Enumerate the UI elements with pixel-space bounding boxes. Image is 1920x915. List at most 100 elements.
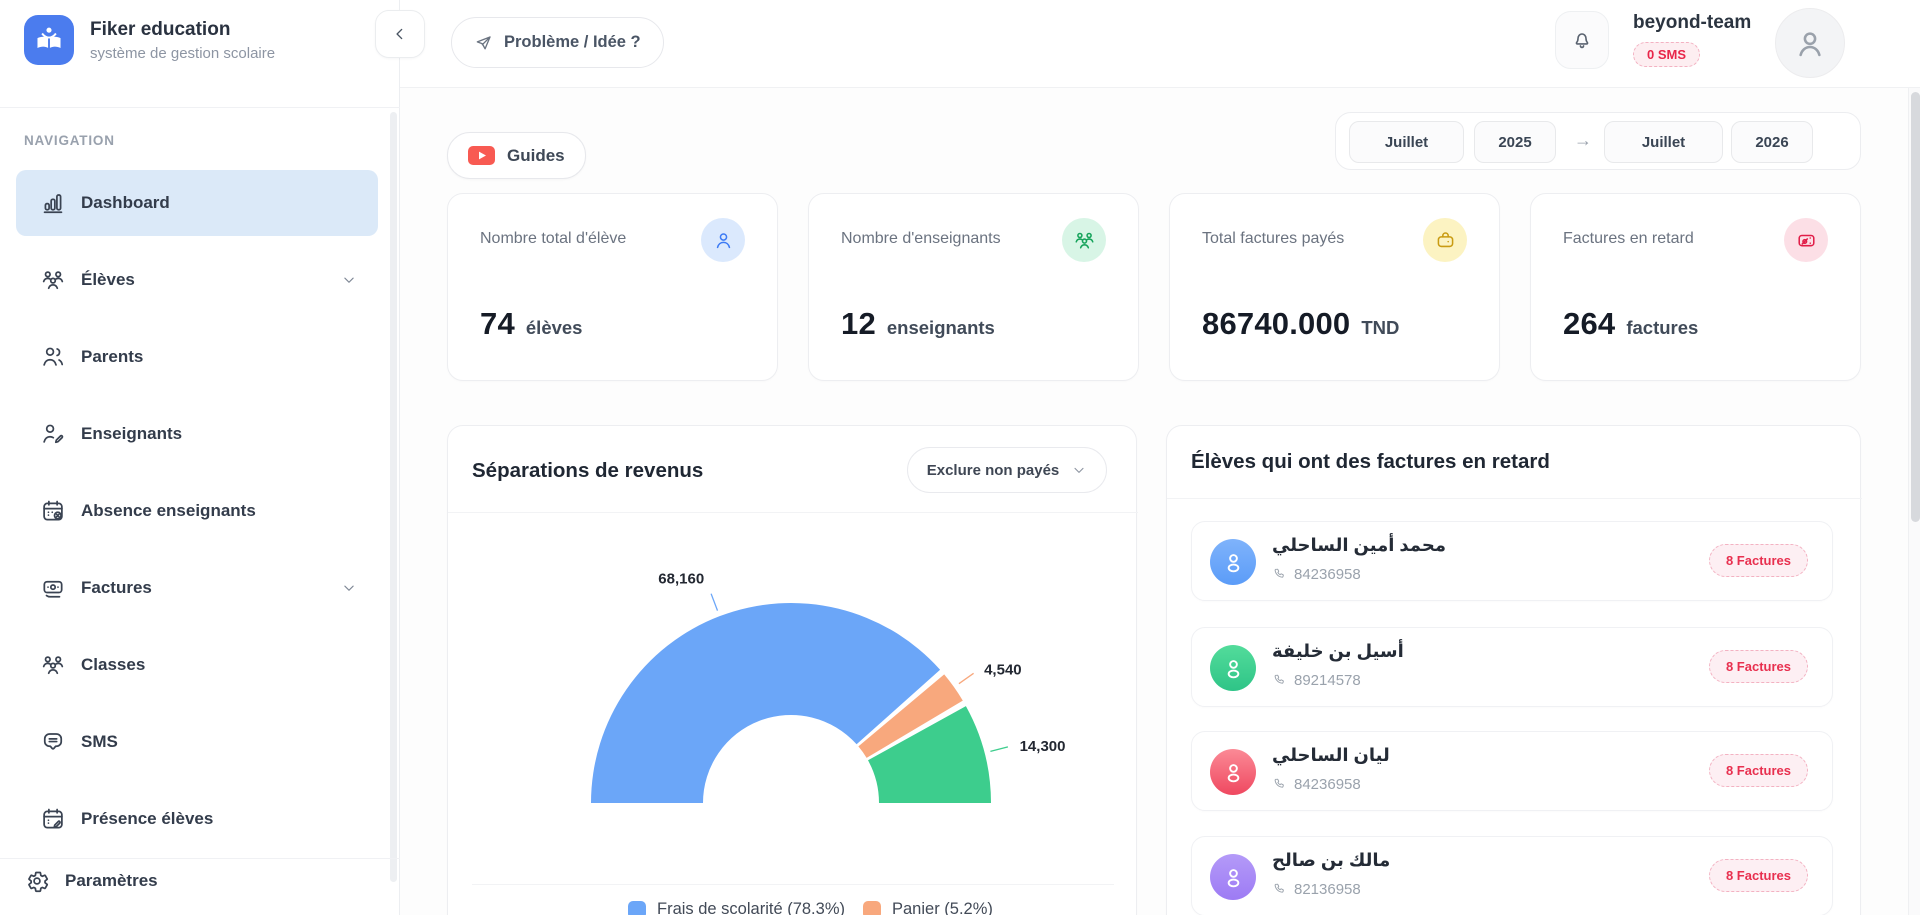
topbar: Problème / Idée ? beyond-team 0 SMS — [400, 0, 1920, 88]
student-avatar — [1210, 854, 1256, 900]
sidebar-collapse-button[interactable] — [375, 10, 425, 58]
student-row[interactable]: مالك بن صالح 82136958 8 Factures — [1191, 836, 1833, 915]
group-icon — [1062, 218, 1106, 262]
donut-slice[interactable] — [591, 603, 941, 803]
student-avatar — [1210, 749, 1256, 795]
team-name: beyond-team — [1633, 12, 1752, 33]
donut-slice[interactable] — [858, 674, 963, 758]
guides-button[interactable]: Guides — [447, 132, 586, 179]
feedback-button[interactable]: Problème / Idée ? — [451, 17, 664, 68]
legend-swatch — [863, 900, 881, 915]
window-scrollbar — [1908, 88, 1920, 915]
sidebar-item-dashboard[interactable]: Dashboard — [16, 170, 378, 236]
legend-item[interactable]: Panier (5.2%) — [863, 900, 993, 915]
from-month-select[interactable]: Juillet — [1349, 121, 1464, 163]
brand: Fiker education système de gestion scola… — [24, 15, 275, 65]
late-invoices-panel: Élèves qui ont des factures en retard مح… — [1166, 425, 1862, 915]
team-block: beyond-team 0 SMS — [1633, 12, 1755, 67]
user-avatar[interactable] — [1775, 8, 1845, 78]
from-year-select[interactable]: 2025 — [1474, 121, 1556, 163]
student-name: مالك بن صالح — [1272, 850, 1391, 870]
donut-slice[interactable] — [868, 706, 991, 803]
youtube-icon — [468, 146, 495, 165]
donut-data-label: 14,300 — [1020, 738, 1066, 755]
sidebar-item-eleves[interactable]: Élèves — [16, 247, 378, 313]
calendar-x-icon — [43, 500, 63, 521]
revenue-chart-card: Séparations de revenus Exclure non payés… — [447, 425, 1138, 915]
student-avatar — [1210, 539, 1256, 585]
parents-icon — [43, 347, 64, 366]
nav-section-label: NAVIGATION — [24, 133, 115, 148]
student-row[interactable]: أسيل بن خليفة 89214578 8 Factures — [1191, 627, 1833, 707]
student-phone: 84236958 — [1294, 566, 1361, 583]
feedback-label: Problème / Idée ? — [504, 33, 641, 51]
legend-swatch — [628, 900, 646, 915]
student-row[interactable]: ليان الساحلي 84236958 8 Factures — [1191, 731, 1833, 811]
app-tagline: système de gestion scolaire — [90, 44, 276, 62]
student-name: أسيل بن خليفة — [1272, 641, 1404, 661]
invoice-count-badge: 8 Factures — [1708, 650, 1808, 683]
invoice-count-badge: 8 Factures — [1708, 544, 1808, 577]
phone-icon — [1274, 883, 1284, 893]
stat-card-total-students: Nombre total d'élève 74 élèves — [447, 193, 778, 381]
notifications-button[interactable] — [1555, 11, 1609, 69]
sidebar: Fiker education système de gestion scola… — [0, 0, 400, 915]
sidebar-item-classes[interactable]: Classes — [16, 632, 378, 698]
to-month-select[interactable]: Juillet — [1604, 121, 1723, 163]
classes-icon — [42, 656, 64, 675]
divider — [0, 858, 400, 859]
bell-icon — [1575, 33, 1589, 49]
panel-title: Élèves qui ont des factures en retard — [1191, 450, 1550, 473]
person-icon — [1799, 32, 1821, 57]
sidebar-item-presence-eleves[interactable]: Présence élèves — [16, 786, 378, 852]
person-icon — [1227, 868, 1239, 887]
students-icon — [42, 271, 64, 290]
stat-unit: élèves — [525, 317, 583, 338]
chevron-down-icon — [344, 585, 354, 591]
nav: Dashboard Élèves Parents Enseignants Abs… — [16, 170, 378, 852]
phone-icon — [1274, 778, 1284, 788]
divider — [472, 884, 1114, 885]
scrollbar-thumb[interactable] — [1910, 92, 1920, 522]
divider — [0, 107, 400, 108]
chat-icon — [43, 733, 63, 750]
main-content: Guides Juillet 2025 → Juillet 2026 Nombr… — [400, 88, 1908, 915]
person-icon — [1227, 659, 1239, 678]
legend-item[interactable]: Frais de scolarité (78.3%) — [628, 900, 845, 915]
stat-card-teachers: Nombre d'enseignants 12 enseignants — [808, 193, 1139, 381]
student-phone: 89214578 — [1294, 672, 1361, 689]
sidebar-item-parametres[interactable]: Paramètres — [24, 868, 158, 894]
app-title: Fiker education — [90, 18, 231, 40]
chart-title: Séparations de revenus — [472, 459, 704, 482]
sidebar-item-enseignants[interactable]: Enseignants — [16, 401, 378, 467]
send-icon — [476, 35, 491, 49]
sidebar-scrollbar[interactable] — [390, 112, 397, 882]
sidebar-item-absence-enseignants[interactable]: Absence enseignants — [16, 478, 378, 544]
date-range-picker: Juillet 2025 → Juillet 2026 — [1335, 112, 1861, 170]
invoice-count-badge: 8 Factures — [1708, 754, 1808, 787]
phone-icon — [1274, 674, 1284, 684]
stat-card-late-invoices: Factures en retard 264 factures — [1530, 193, 1861, 381]
to-year-select[interactable]: 2026 — [1731, 121, 1813, 163]
semi-donut-chart[interactable]: 68,160 4,540 14,300 — [448, 512, 1138, 884]
chevron-down-icon — [344, 277, 354, 283]
arrow-right-icon: → — [1574, 130, 1592, 150]
sidebar-item-parents[interactable]: Parents — [16, 324, 378, 390]
donut-data-label: 4,540 — [984, 662, 1022, 679]
stat-value: 264 — [1563, 306, 1616, 341]
stat-value: 74 — [480, 306, 515, 341]
student-name: محمد أمين الساحلي — [1272, 535, 1446, 555]
chevron-left-icon — [396, 28, 403, 40]
sidebar-item-factures[interactable]: Factures — [16, 555, 378, 621]
calendar-edit-icon — [43, 808, 63, 829]
sms-credit-badge: 0 SMS — [1633, 42, 1701, 67]
chevron-down-icon — [1074, 467, 1084, 473]
student-phone: 84236958 — [1294, 776, 1361, 793]
sidebar-item-sms[interactable]: SMS — [16, 709, 378, 775]
chart-filter-dropdown[interactable]: Exclure non payés — [907, 447, 1107, 493]
student-row[interactable]: محمد أمين الساحلي 84236958 8 Factures — [1191, 521, 1833, 601]
purse-icon — [1423, 218, 1467, 262]
student-name: ليان الساحلي — [1272, 745, 1390, 765]
invoice-count-badge: 8 Factures — [1708, 859, 1808, 892]
